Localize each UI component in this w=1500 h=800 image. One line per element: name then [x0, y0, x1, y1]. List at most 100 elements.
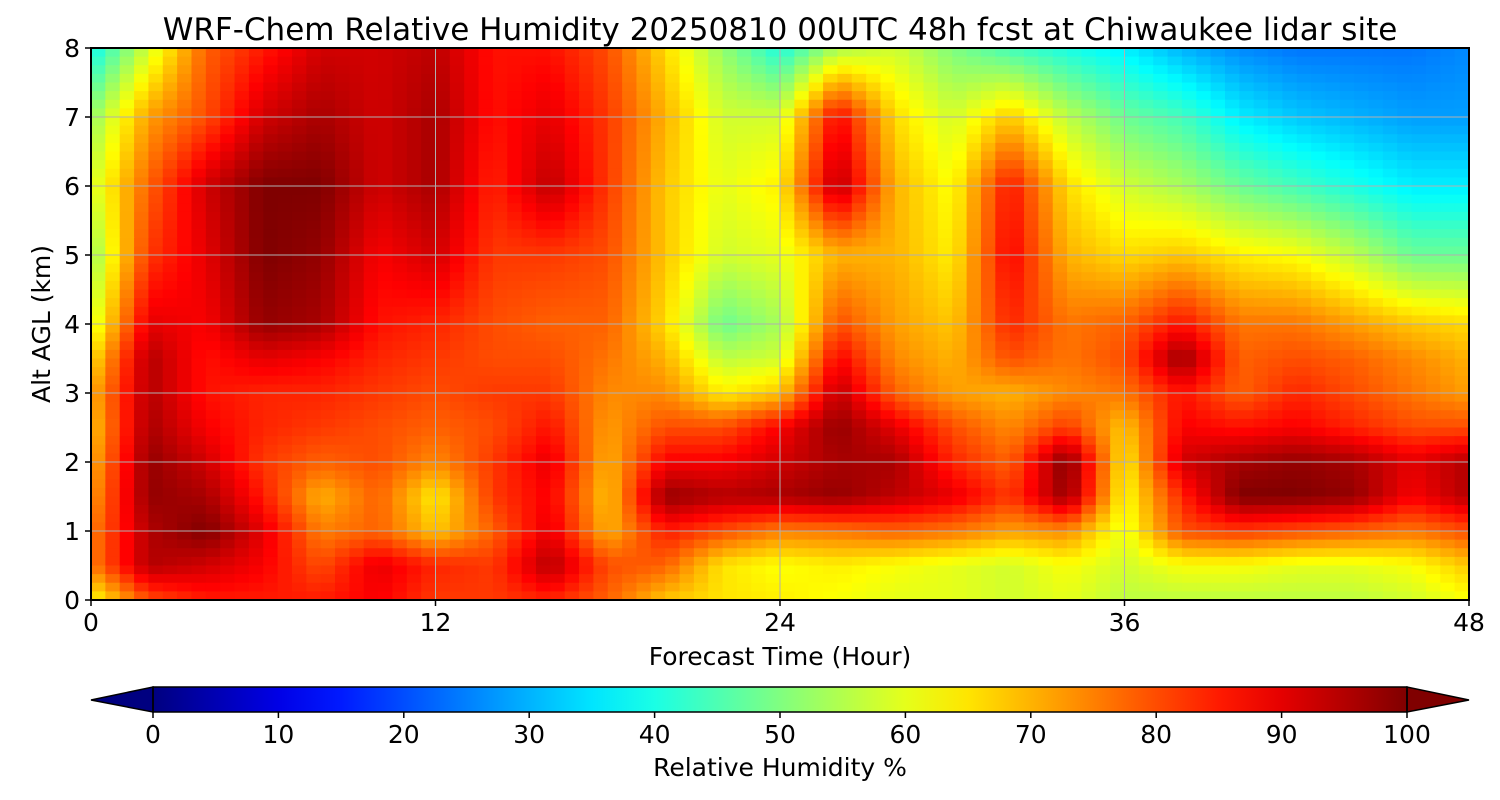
rh-cell — [1325, 186, 1341, 196]
rh-cell — [535, 358, 551, 368]
rh-cell — [1024, 99, 1039, 109]
rh-cell — [665, 462, 681, 472]
rh-cell — [1311, 99, 1327, 109]
rh-cell — [980, 349, 996, 360]
rh-cell — [421, 48, 437, 58]
rh-cell — [1454, 410, 1469, 420]
rh-cell — [1253, 194, 1269, 204]
rh-cell — [177, 211, 193, 222]
rh-cell — [191, 168, 207, 178]
rh-cell — [995, 48, 1011, 58]
rh-cell — [1181, 168, 1197, 178]
rh-cell — [1153, 453, 1169, 463]
rh-cell — [966, 375, 982, 385]
rh-cell — [1196, 246, 1212, 256]
rh-cell — [1239, 151, 1255, 161]
rh-cell — [851, 65, 867, 75]
rh-cell — [1268, 436, 1283, 446]
rh-cell — [1110, 487, 1126, 498]
rh-cell — [119, 298, 135, 308]
rh-cell — [248, 151, 264, 161]
rh-cell — [1253, 117, 1269, 127]
rh-cell — [593, 255, 609, 265]
rh-cell — [636, 229, 652, 239]
rh-cell — [923, 367, 939, 377]
rh-cell — [248, 160, 264, 170]
rh-cell — [492, 289, 508, 299]
rh-cell — [1282, 73, 1298, 84]
rh-cell — [1239, 410, 1255, 420]
rh-cell — [435, 203, 451, 213]
rh-cell — [1224, 108, 1240, 118]
rh-cell — [105, 220, 121, 230]
rh-cell — [1282, 168, 1298, 178]
rh-cell — [191, 332, 207, 342]
rh-cell — [880, 410, 896, 420]
rh-cell — [880, 393, 896, 403]
rh-cell — [1167, 444, 1183, 454]
rh-cell — [205, 479, 221, 489]
rh-cell — [1110, 177, 1126, 187]
rh-cell — [134, 117, 150, 127]
rh-cell — [1354, 315, 1370, 325]
rh-cell — [363, 142, 379, 153]
rh-cell — [1024, 82, 1039, 92]
rh-cell — [1095, 298, 1111, 308]
rh-cell — [550, 125, 566, 135]
rh-cell — [392, 117, 408, 127]
rh-cell — [1095, 246, 1111, 256]
rh-cell — [1397, 194, 1413, 204]
rh-cell — [1038, 194, 1054, 204]
rh-cell — [1368, 280, 1384, 291]
rh-cell — [162, 99, 178, 109]
rh-cell — [492, 65, 508, 75]
rh-cell — [478, 470, 494, 480]
rh-cell — [1411, 462, 1427, 472]
rh-cell — [535, 142, 551, 153]
rh-cell — [1081, 436, 1097, 446]
rh-cell — [1167, 272, 1183, 282]
rh-cell — [880, 453, 896, 463]
rh-cell — [1368, 349, 1384, 360]
rh-cell — [1311, 168, 1327, 178]
rh-cell — [980, 479, 996, 489]
rh-cell — [191, 367, 207, 377]
rh-cell — [134, 358, 150, 368]
rh-cell — [765, 237, 781, 247]
rh-cell — [693, 117, 709, 127]
rh-cell — [894, 125, 910, 135]
rh-cell — [277, 99, 293, 109]
rh-cell — [808, 117, 824, 127]
rh-cell — [392, 410, 408, 420]
rh-cell — [1454, 255, 1469, 265]
rh-cell — [449, 444, 465, 454]
rh-cell — [464, 289, 480, 299]
rh-cell — [1411, 117, 1427, 127]
rh-cell — [636, 298, 652, 308]
rh-cell — [622, 375, 638, 385]
rh-cell — [607, 194, 623, 204]
rh-cell — [607, 56, 623, 66]
rh-cell — [1153, 194, 1169, 204]
rh-cell — [1382, 393, 1398, 403]
rh-cell — [780, 91, 795, 101]
rh-cell — [1224, 462, 1240, 472]
rh-cell — [320, 298, 336, 308]
rh-cell — [435, 82, 451, 92]
rh-cell — [650, 324, 666, 334]
rh-cell — [1009, 237, 1025, 247]
rh-cell — [148, 48, 164, 58]
rh-cell — [220, 384, 236, 394]
rh-cell — [1253, 56, 1269, 66]
rh-cell — [421, 418, 437, 429]
rh-cell — [708, 229, 724, 239]
rh-cell — [1038, 142, 1054, 153]
rh-cell — [765, 462, 781, 472]
rh-cell — [622, 151, 638, 161]
rh-cell — [162, 479, 178, 489]
rh-cell — [1138, 186, 1154, 196]
rh-cell — [751, 255, 767, 265]
rh-cell — [923, 229, 939, 239]
rh-cell — [1239, 65, 1255, 75]
rh-cell — [421, 401, 437, 411]
